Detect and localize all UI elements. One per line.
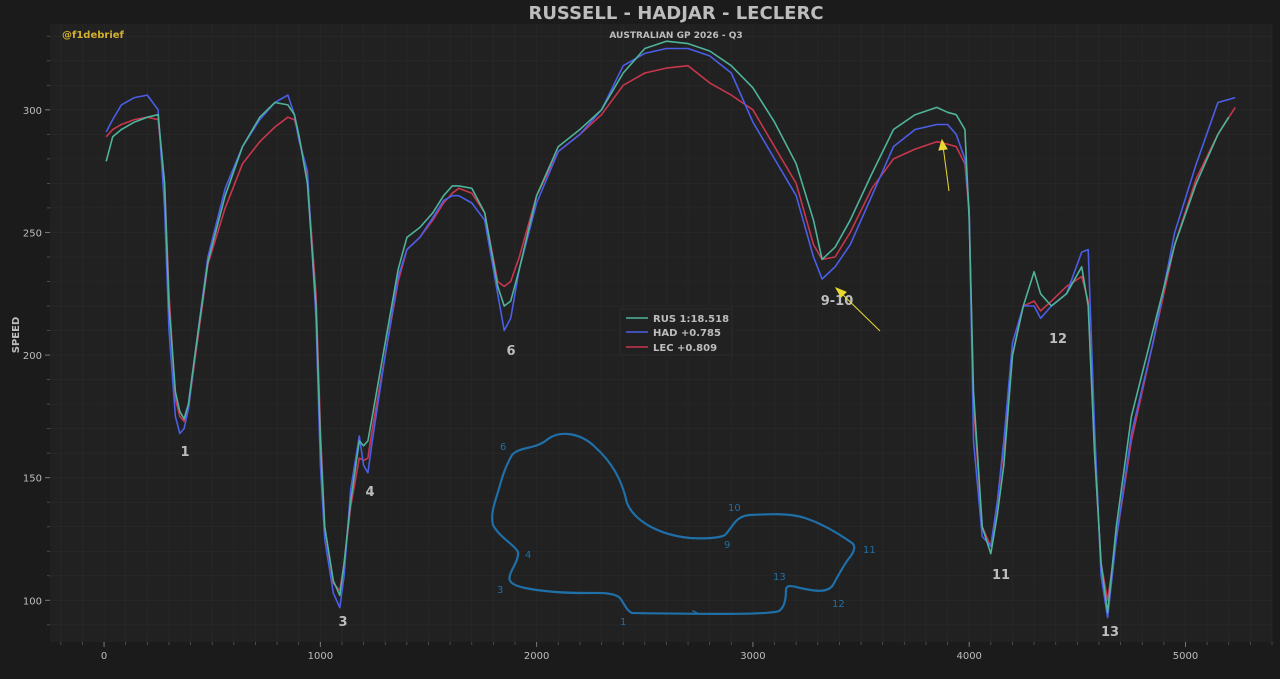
corner-label: 3	[338, 615, 347, 630]
corner-annotations: 1 3 4 6 9-10 11 12 13	[180, 294, 1119, 640]
annotation-arrows	[834, 138, 950, 332]
corner-label: 13	[1101, 625, 1119, 640]
track-map-label: 1	[620, 617, 626, 628]
x-tick-label: 5000	[1173, 651, 1198, 662]
y-tick-label: 200	[23, 351, 42, 362]
y-tick-label: 150	[23, 474, 42, 485]
legend-label-lec: LEC +0.809	[653, 343, 717, 354]
corner-label: 6	[506, 344, 515, 359]
legend-label-rus: RUS 1:18.518	[653, 314, 729, 325]
series-line-had	[105, 47, 1236, 619]
arrow-to-straight	[942, 145, 950, 192]
track-map-label: 11	[863, 545, 876, 556]
y-tick-label: 250	[23, 228, 42, 239]
x-tick-label: 0	[101, 651, 107, 662]
arrowhead-icon	[834, 287, 847, 298]
track-map-label: 6	[500, 442, 506, 453]
corner-label: 4	[365, 485, 374, 500]
legend: RUS 1:18.518 HAD +0.785 LEC +0.809	[619, 308, 733, 356]
track-map-labels: 6 4 3 1 10 9 11 13 12	[497, 442, 876, 628]
series-lines	[105, 40, 1236, 619]
track-map-outline	[491, 432, 856, 615]
chart-subtitle: AUSTRALIAN GP 2026 - Q3	[609, 31, 742, 41]
track-map-label: 4	[525, 550, 531, 561]
track-map-label: 12	[832, 599, 845, 610]
corner-label: 1	[180, 445, 189, 460]
legend-label-had: HAD +0.785	[653, 328, 721, 339]
series-line-rus	[105, 40, 1230, 614]
x-tick-label: 2000	[524, 651, 549, 662]
x-tick-label: 1000	[308, 651, 333, 662]
watermark: @f1debrief	[62, 30, 125, 41]
track-map-label: 10	[728, 503, 741, 514]
arrow-to-turn-9-10	[839, 291, 881, 332]
corner-label: 9-10	[821, 294, 854, 309]
x-tick-label: 4000	[956, 651, 981, 662]
arrowhead-icon	[938, 138, 948, 151]
y-tick-label: 100	[23, 596, 42, 607]
track-map-label: 13	[773, 572, 786, 583]
corner-label: 12	[1049, 332, 1067, 347]
track-map	[491, 432, 856, 615]
track-map-label: 9	[724, 540, 730, 551]
track-map-label: 3	[497, 585, 503, 596]
chart-title: RUSSELL - HADJAR - LECLERC	[528, 3, 823, 24]
y-tick-label: 300	[23, 106, 42, 117]
corner-label: 11	[992, 568, 1010, 583]
track-map-finish-line	[692, 610, 700, 615]
y-axis-label: SPEED	[11, 317, 22, 354]
x-tick-label: 3000	[740, 651, 765, 662]
axis-ticks: 0 1000 2000 3000 4000 5000 100 150 200 250 300	[23, 35, 1273, 662]
